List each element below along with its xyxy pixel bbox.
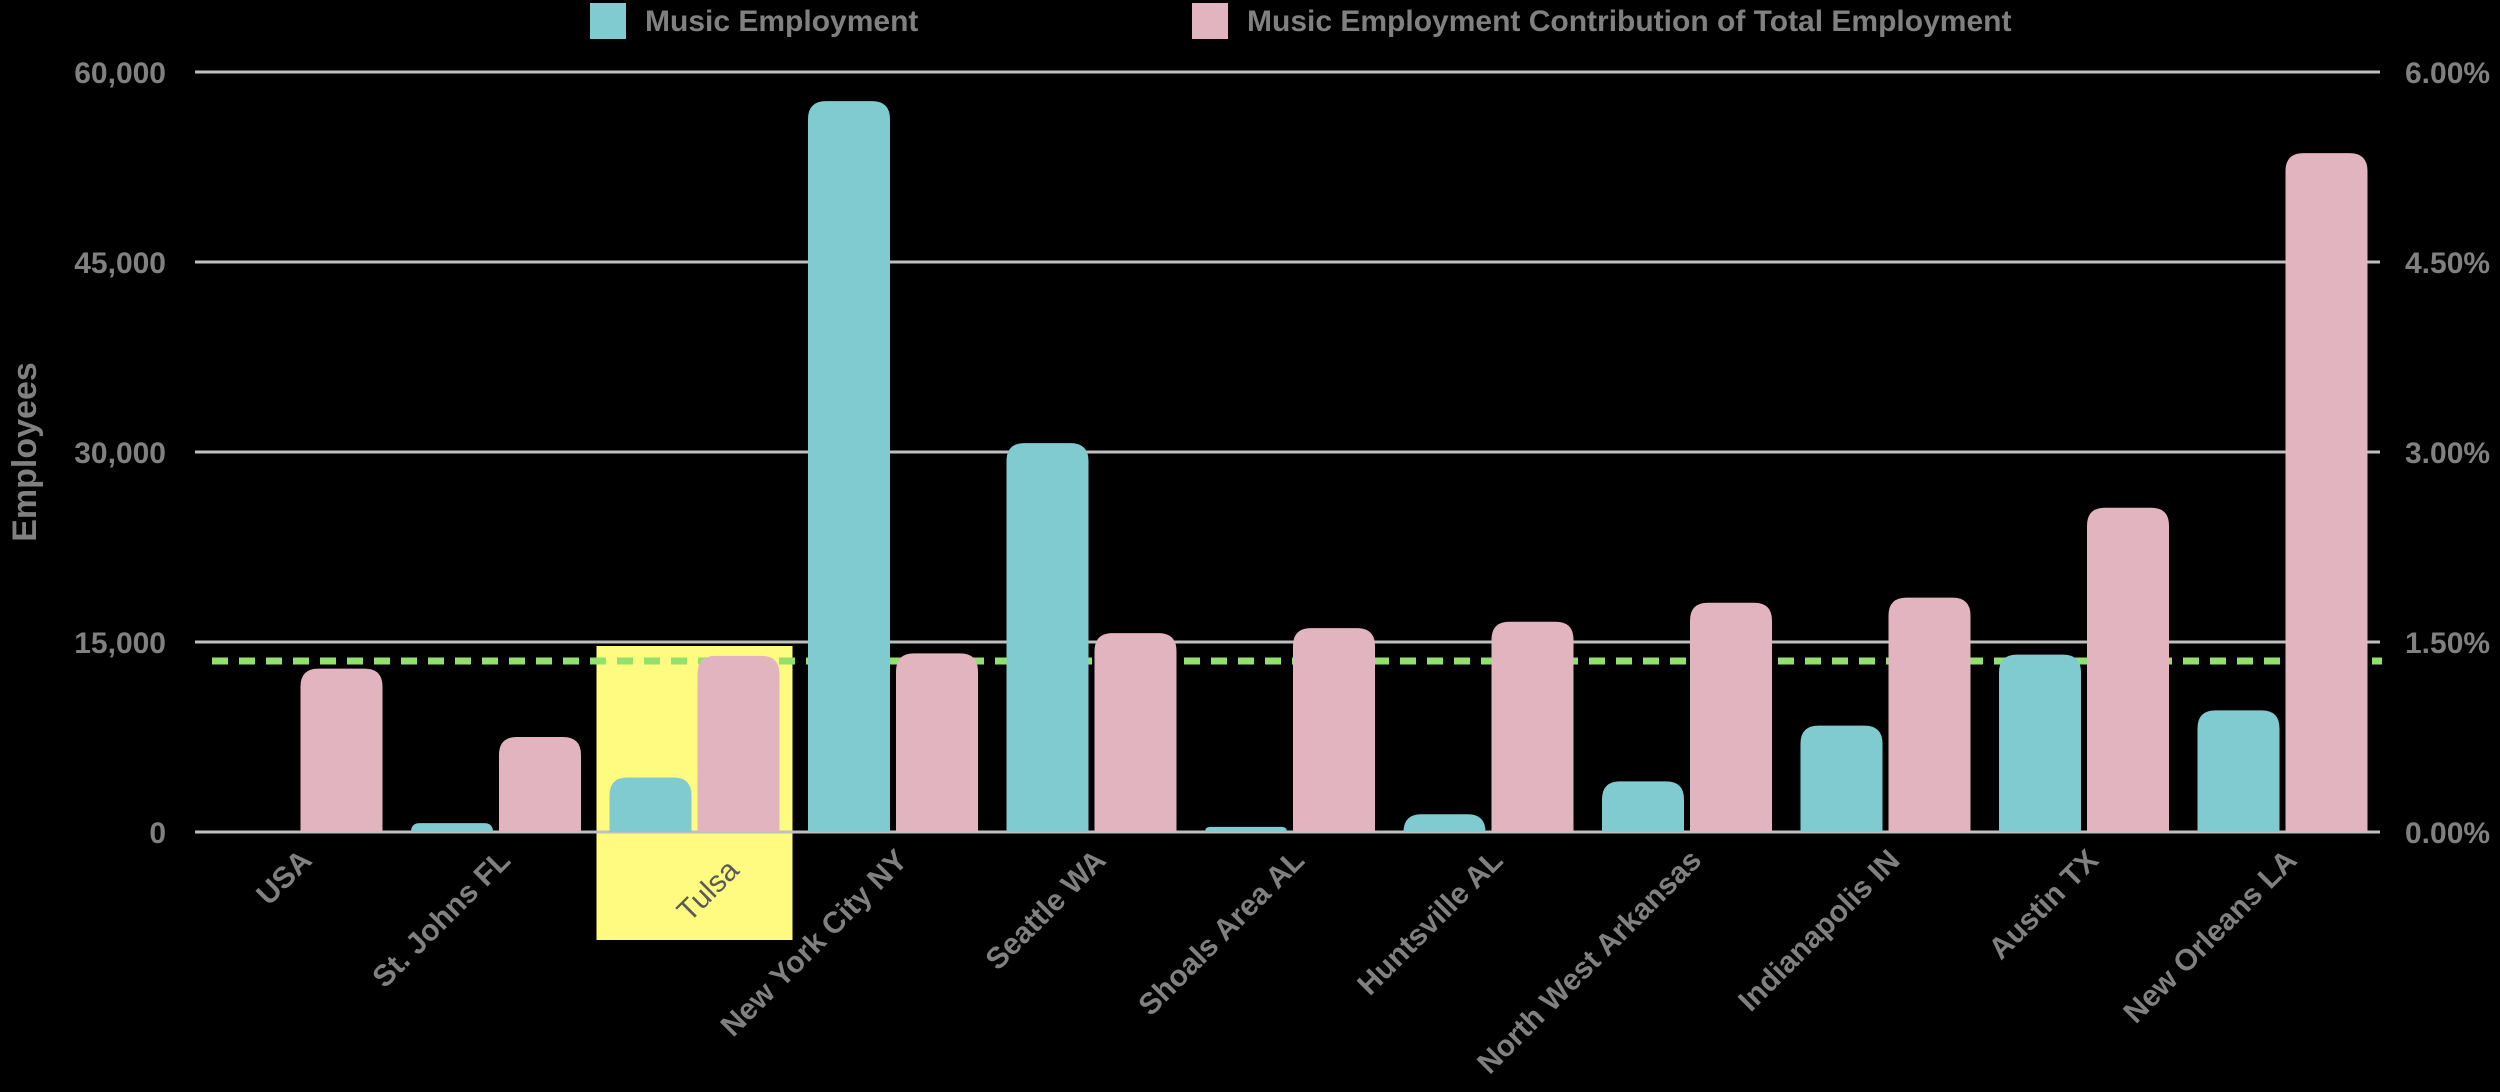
contribution-bar — [1690, 602, 1772, 832]
x-category-label: USA — [250, 844, 318, 912]
x-category-label: Indianapolis IN — [1732, 844, 1906, 1018]
contribution-bar — [499, 737, 581, 832]
music-employment-bar — [411, 823, 493, 832]
legend-label: Music Employment — [645, 5, 918, 38]
x-category-label: Huntsville AL — [1351, 844, 1509, 1002]
y-right-tick-label: 4.50% — [2405, 247, 2490, 280]
x-category-label: Seattle WA — [979, 844, 1112, 977]
x-category-label: St. Johns FL — [366, 844, 517, 995]
contribution-bar — [1094, 633, 1177, 832]
y-left-tick-label: 45,000 — [74, 247, 166, 280]
contribution-bar — [300, 668, 383, 832]
music-employment-bar — [609, 777, 692, 832]
y-left-tick-label: 30,000 — [74, 437, 166, 470]
music-employment-bar — [1800, 725, 1883, 832]
contribution-bar — [2285, 153, 2368, 833]
contribution-bar — [697, 655, 780, 832]
music-employment-bar — [1403, 814, 1486, 832]
y-right-tick-label: 1.50% — [2405, 627, 2490, 660]
y-axis-title: Employees — [6, 362, 44, 542]
contribution-bar — [1491, 621, 1574, 832]
music-employment-bar — [1602, 781, 1684, 832]
y-left-tick-label: 0 — [149, 817, 166, 850]
x-category-label: Shoals Area AL — [1132, 844, 1311, 1023]
music-employment-bar — [808, 101, 890, 833]
contribution-bar — [2087, 507, 2169, 832]
legend-swatch — [1192, 3, 1228, 39]
contribution-bar — [1888, 597, 1971, 832]
y-right-tick-label: 0.00% — [2405, 817, 2490, 850]
x-category-label: North West Arkansas — [1471, 844, 1708, 1081]
music-employment-bar — [1205, 826, 1287, 832]
y-left-tick-label: 15,000 — [74, 627, 166, 660]
legend-label: Music Employment Contribution of Total E… — [1247, 5, 2011, 38]
y-right-tick-label: 6.00% — [2405, 57, 2490, 90]
music-employment-bar — [1006, 443, 1089, 832]
y-right-tick-label: 3.00% — [2405, 437, 2490, 470]
x-category-label: Austin TX — [1983, 844, 2105, 966]
contribution-bar — [1293, 628, 1375, 832]
x-category-label: New Orleans LA — [2117, 844, 2303, 1030]
contribution-bar — [896, 653, 978, 832]
legend-swatch — [590, 3, 626, 39]
music-employment-bar — [2197, 710, 2280, 832]
music-employment-bar — [1999, 654, 2081, 832]
y-left-tick-label: 60,000 — [74, 57, 166, 90]
